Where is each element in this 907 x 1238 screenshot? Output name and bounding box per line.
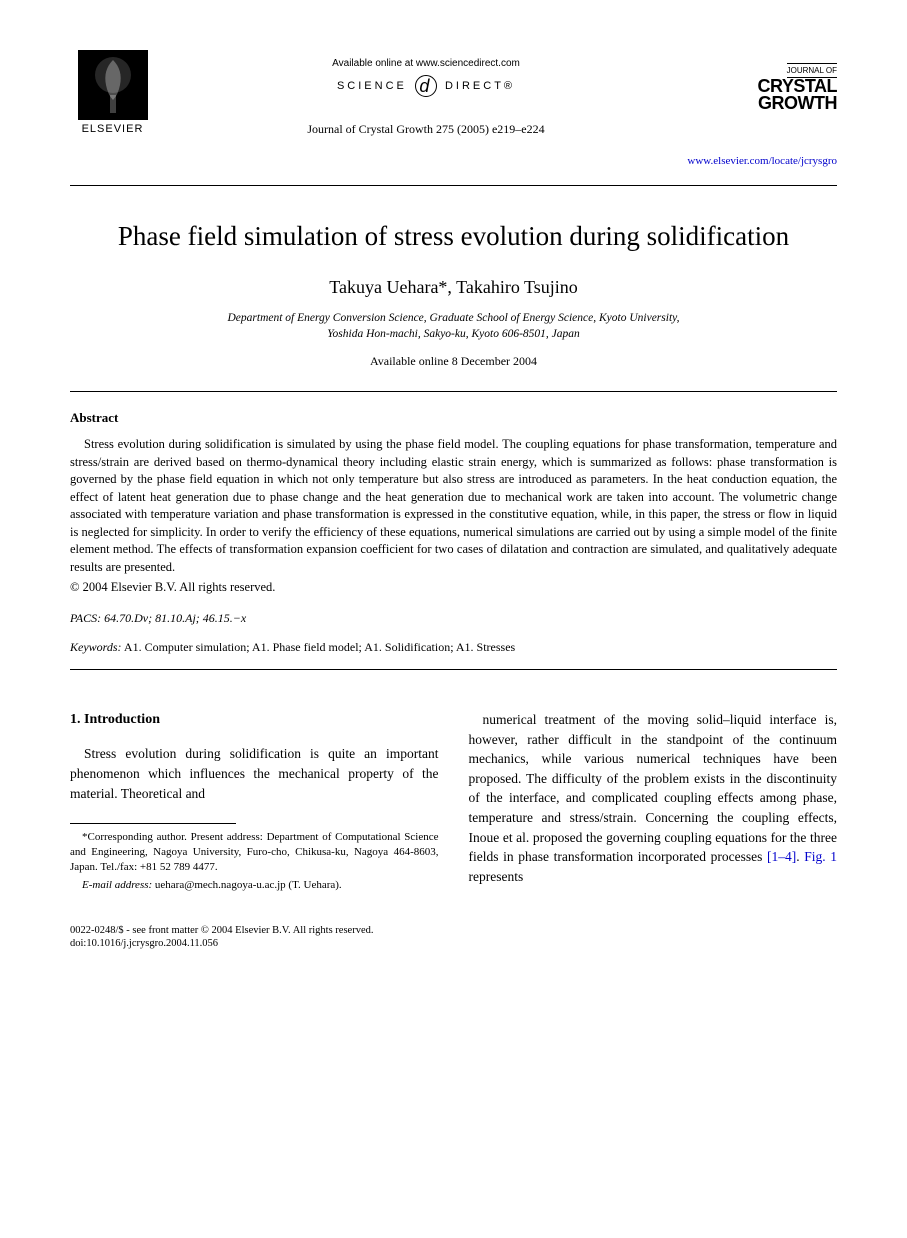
pacs-line: PACS: 64.70.Dv; 81.10.Aj; 46.15.−x [70,611,837,626]
pacs-label: PACS: [70,611,101,625]
science-text: SCIENCE [337,80,407,92]
right-column: numerical treatment of the moving solid–… [469,710,838,893]
corresponding-author-footnote: *Corresponding author. Present address: … [70,830,439,875]
available-date: Available online 8 December 2004 [70,354,837,369]
publisher-logo: ELSEVIER [70,50,155,145]
footnote-separator [70,823,236,824]
footer-line-1: 0022-0248/$ - see front matter © 2004 El… [70,924,837,938]
email-address: uehara@mech.nagoya-u.ac.jp (T. Uehara). [155,879,342,891]
publisher-name: ELSEVIER [82,123,144,135]
journal-name-line-2: GROWTH [697,95,837,112]
affiliation-line-1: Department of Energy Conversion Science,… [227,312,679,324]
header-row: ELSEVIER Available online at www.science… [70,50,837,145]
header-rule [70,185,837,186]
keywords-label: Keywords: [70,640,122,654]
author-list: Takuya Uehara*, Takahiro Tsujino [70,277,837,298]
direct-text: DIRECT® [445,80,515,92]
email-label: E-mail address: [82,879,152,891]
article-title: Phase field simulation of stress evoluti… [70,221,837,252]
abstract-heading: Abstract [70,410,837,426]
affiliation-line-2: Yoshida Hon-machi, Sakyo-ku, Kyoto 606-8… [327,328,580,340]
left-column: 1. Introduction Stress evolution during … [70,710,439,893]
keywords-line: Keywords: A1. Computer simulation; A1. P… [70,640,837,655]
abstract-bottom-rule [70,669,837,670]
copyright-line: © 2004 Elsevier B.V. All rights reserved… [70,580,837,595]
abstract-top-rule [70,391,837,392]
intro-text-a: numerical treatment of the moving solid–… [469,712,838,864]
figure-link-1[interactable]: Fig. 1 [804,849,837,864]
intro-text-c: represents [469,869,524,884]
intro-paragraph-left: Stress evolution during solidification i… [70,744,439,803]
footnote-text: Corresponding author. Present address: D… [70,831,439,873]
elsevier-tree-icon [78,50,148,120]
footer-doi: doi:10.1016/j.jcrysgro.2004.11.056 [70,937,837,951]
section-1-heading: 1. Introduction [70,710,439,730]
science-direct-logo: SCIENCE d DIRECT® [155,75,697,97]
footnote-email-line: E-mail address: uehara@mech.nagoya-u.ac.… [70,878,439,894]
pacs-codes: 64.70.Dv; 81.10.Aj; 46.15.−x [104,611,246,625]
reference-link-1-4[interactable]: [1–4] [767,849,796,864]
citation-line: Journal of Crystal Growth 275 (2005) e21… [155,122,697,137]
keywords-text: A1. Computer simulation; A1. Phase field… [124,640,515,654]
center-header: Available online at www.sciencedirect.co… [155,50,697,145]
journal-url-link[interactable]: www.elsevier.com/locate/jcrysgro [70,155,837,167]
affiliation: Department of Energy Conversion Science,… [70,310,837,342]
intro-paragraph-right: numerical treatment of the moving solid–… [469,710,838,886]
science-direct-at-icon: d [415,75,437,97]
footer-info: 0022-0248/$ - see front matter © 2004 El… [70,924,837,951]
abstract-text: Stress evolution during solidification i… [70,436,837,576]
journal-name-box: JOURNAL OF CRYSTAL GROWTH [697,50,837,112]
available-online-text: Available online at www.sciencedirect.co… [155,58,697,69]
body-columns: 1. Introduction Stress evolution during … [70,710,837,893]
